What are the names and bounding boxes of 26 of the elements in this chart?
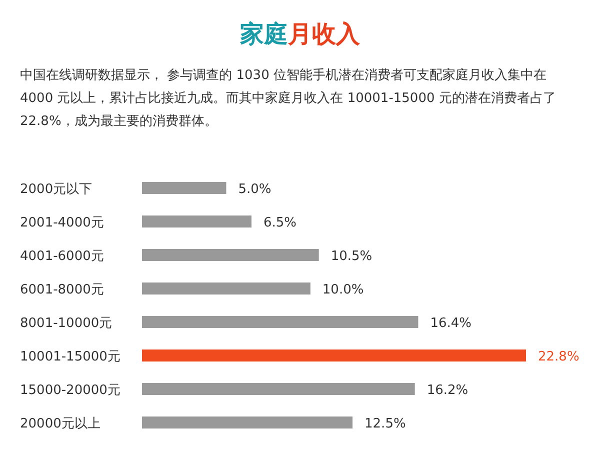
chart-title: 家庭月收入	[240, 20, 360, 48]
y-tick-label: 15000-20000元	[20, 383, 120, 398]
y-tick-label: 2001-4000元	[20, 216, 104, 230]
y-tick-label: 6001-8000元	[20, 282, 104, 298]
data-label: 16.2%	[426, 383, 468, 398]
data-label: 16.4%	[430, 316, 472, 331]
bar	[142, 316, 418, 328]
bar	[142, 383, 415, 395]
data-label: 10.0%	[322, 282, 364, 298]
data-label: 22.8%	[538, 350, 580, 364]
y-tick-label: 8001-10000元	[20, 316, 112, 331]
bar	[142, 350, 526, 362]
bar	[142, 249, 319, 261]
data-label: 10.5%	[330, 249, 372, 264]
y-tick-label: 4001-6000元	[20, 249, 104, 264]
bar	[142, 216, 252, 228]
y-tick-label: 10001-15000元	[20, 350, 120, 364]
bar	[142, 282, 310, 294]
data-label: 6.5%	[263, 216, 297, 230]
y-tick-label: 2000元以下	[20, 182, 92, 197]
data-label: 12.5%	[364, 416, 406, 432]
bar	[142, 182, 226, 194]
chart-subtitle: 中国在线调研数据显示， 参与调查的 1030 位智能手机潜在消费者可支配家庭月收入集中在 4000 元以上，累计占比接近九成。而其中家庭月收入在 10001-15000 元的潜在消费者占了 22.8%，成为最主要的消费群体。	[20, 67, 557, 131]
data-label: 5.0%	[238, 182, 272, 197]
bar	[142, 416, 353, 428]
y-tick-label: 20000元以上	[20, 416, 100, 432]
